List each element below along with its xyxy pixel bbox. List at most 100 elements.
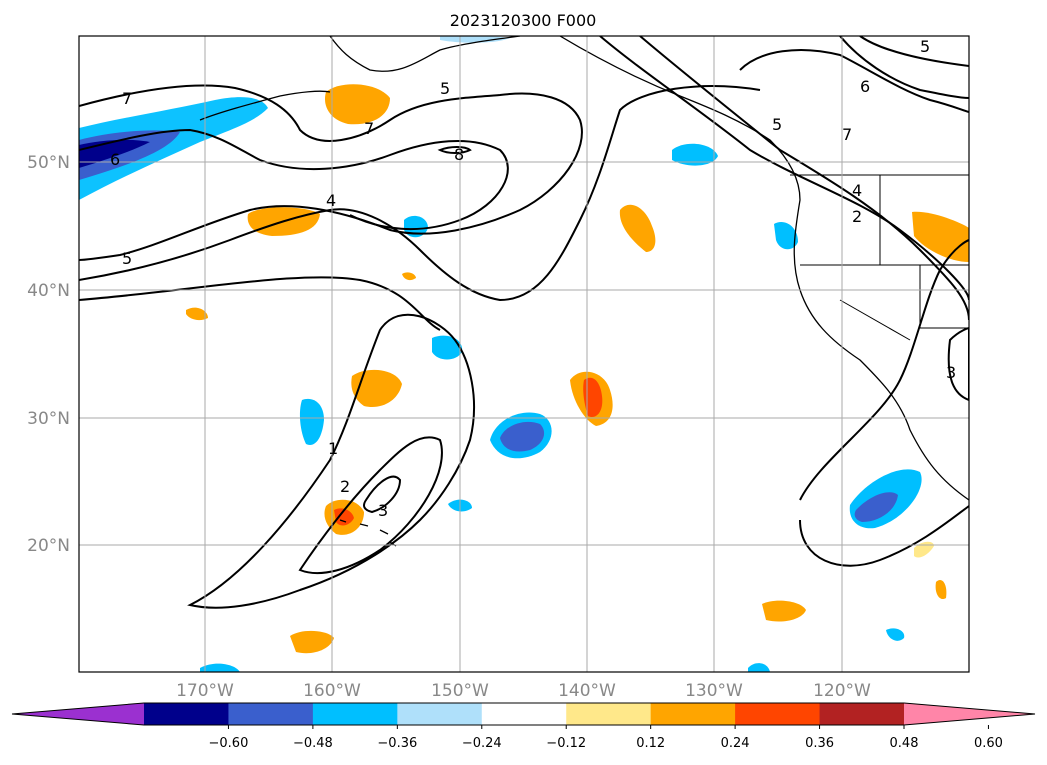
shade-blue-small2 <box>886 628 905 641</box>
shade-yellow-small-e <box>914 541 934 558</box>
shade-blue-coast <box>774 222 798 250</box>
shade-orange-small <box>402 272 416 281</box>
contour-label: 7 <box>122 89 132 108</box>
colorbar-segment <box>481 703 567 725</box>
contour-4-coast <box>639 36 969 321</box>
hawaii-islands <box>339 519 397 547</box>
colorbar-tick-label: −0.48 <box>293 736 333 751</box>
lat-label: 30°N <box>27 409 70 429</box>
shade-dblue-30n <box>500 421 545 452</box>
contour-label: 5 <box>440 79 450 98</box>
shade-blue-155w-45n <box>404 215 428 238</box>
shade-orange-top <box>324 84 390 125</box>
shade-blue-130w-50n <box>672 143 718 166</box>
contour-label: 8 <box>454 145 464 164</box>
latitude-labels: 50°N 40°N 30°N 20°N <box>27 153 70 556</box>
contour-2 <box>298 436 443 574</box>
negative-anomaly-shading <box>79 36 922 672</box>
colorbar-tick-label: −0.12 <box>546 736 586 751</box>
contour-6-east <box>739 49 969 113</box>
lon-label: 140°W <box>558 681 616 701</box>
contour-label: 4 <box>852 181 862 200</box>
shade-blue-bottom2 <box>748 663 770 672</box>
colorbar-tick-label: −0.36 <box>377 736 417 751</box>
contour-5-east <box>839 36 969 99</box>
shade-dblue-east <box>854 492 898 522</box>
colorbar-segment <box>397 703 483 725</box>
longitude-labels: 170°W 160°W 150°W 140°W 130°W 120°W <box>176 681 871 701</box>
contour-label: 4 <box>326 191 336 210</box>
lon-label: 130°W <box>685 681 743 701</box>
colorbar-segment <box>144 703 229 725</box>
contour-label: 5 <box>772 115 782 134</box>
colorbar-ticks: −0.60 −0.48 −0.36 −0.24 −0.12 0.12 0.24 0.36 0.4… <box>209 725 1003 751</box>
shade-red-140w-30n <box>583 377 603 418</box>
shade-orange-155w <box>351 369 402 408</box>
contour-label: 3 <box>378 501 388 520</box>
graticule <box>79 36 969 672</box>
colorbar-outline <box>11 702 1036 726</box>
shade-orange-bottom <box>290 630 334 654</box>
lon-label: 170°W <box>176 681 234 701</box>
shade-blue-bottom1 <box>200 663 240 672</box>
lon-label: 150°W <box>431 681 489 701</box>
lat-label: 50°N <box>27 153 70 173</box>
contour-label: 2 <box>852 207 862 226</box>
shade-orange-small-e <box>935 579 947 600</box>
contour-4 <box>79 85 761 302</box>
north-america-coast <box>559 36 969 501</box>
map-title: 2023120300 F000 <box>450 11 597 30</box>
shade-blue-150w-35n <box>432 335 463 360</box>
aleutians <box>199 90 331 121</box>
colorbar-tick-label: 0.48 <box>890 736 919 751</box>
colorbar: −0.60 −0.48 −0.36 −0.24 −0.12 0.12 0.24 0.36 0.4… <box>11 702 1036 751</box>
contour-label: 2 <box>340 477 350 496</box>
colorbar-tick-label: 0.36 <box>805 736 834 751</box>
contour-label: 5 <box>122 249 132 268</box>
contour-1 <box>187 313 476 609</box>
colorbar-tick-label: 0.12 <box>636 736 665 751</box>
lat-label: 40°N <box>27 281 70 301</box>
contour-label: 6 <box>860 77 870 96</box>
contour-3-se <box>947 326 969 402</box>
contour-lines <box>79 36 969 609</box>
colorbar-tick-label: 0.24 <box>721 736 750 751</box>
contour-3-east <box>799 239 969 501</box>
contour-5-ne <box>859 36 969 67</box>
shade-blue-160w <box>299 398 324 445</box>
colorbar-segment <box>819 703 905 725</box>
colorbar-segment <box>566 703 652 725</box>
contour-5 <box>79 84 583 261</box>
map-panel: 7 5 6 5 7 4 8 5 5 6 7 4 2 1 2 3 3 <box>78 35 970 673</box>
coastlines <box>199 36 969 547</box>
contour-label: 3 <box>946 363 956 382</box>
contour-label-group: 7 5 6 5 7 4 8 5 5 6 7 4 2 1 2 3 3 <box>110 37 956 520</box>
contour-label: 6 <box>110 150 120 169</box>
shade-lblue-top <box>440 36 510 43</box>
colorbar-segment <box>312 703 398 725</box>
lat-label: 20°N <box>27 536 70 556</box>
contour-3-a <box>79 276 441 331</box>
state-borders <box>790 174 969 341</box>
colorbar-segment <box>650 703 736 725</box>
shade-orange-140w-45n <box>619 204 656 252</box>
colorbar-extend-high <box>904 703 1035 725</box>
contour-2-east <box>799 505 969 567</box>
map-content: 7 5 6 5 7 4 8 5 5 6 7 4 2 1 2 3 3 <box>79 36 969 672</box>
colorbar-tick-label: −0.60 <box>209 736 249 751</box>
shade-orange-125w <box>762 600 806 622</box>
map-frame <box>78 35 970 673</box>
contour-8 <box>437 146 472 154</box>
positive-anomaly-shading <box>186 84 969 654</box>
colorbar-extend-low <box>12 703 144 725</box>
lon-label: 120°W <box>813 681 871 701</box>
colorbar-segments <box>144 703 905 725</box>
shade-orange-small-w <box>186 307 208 321</box>
colorbar-tick-label: 0.60 <box>974 736 1003 751</box>
shade-red-hawaii <box>334 508 354 526</box>
colorbar-tick-label: −0.24 <box>462 736 502 751</box>
shade-west-dark <box>79 139 150 168</box>
contour-label: 5 <box>920 37 930 56</box>
alaska-coast <box>329 36 521 72</box>
